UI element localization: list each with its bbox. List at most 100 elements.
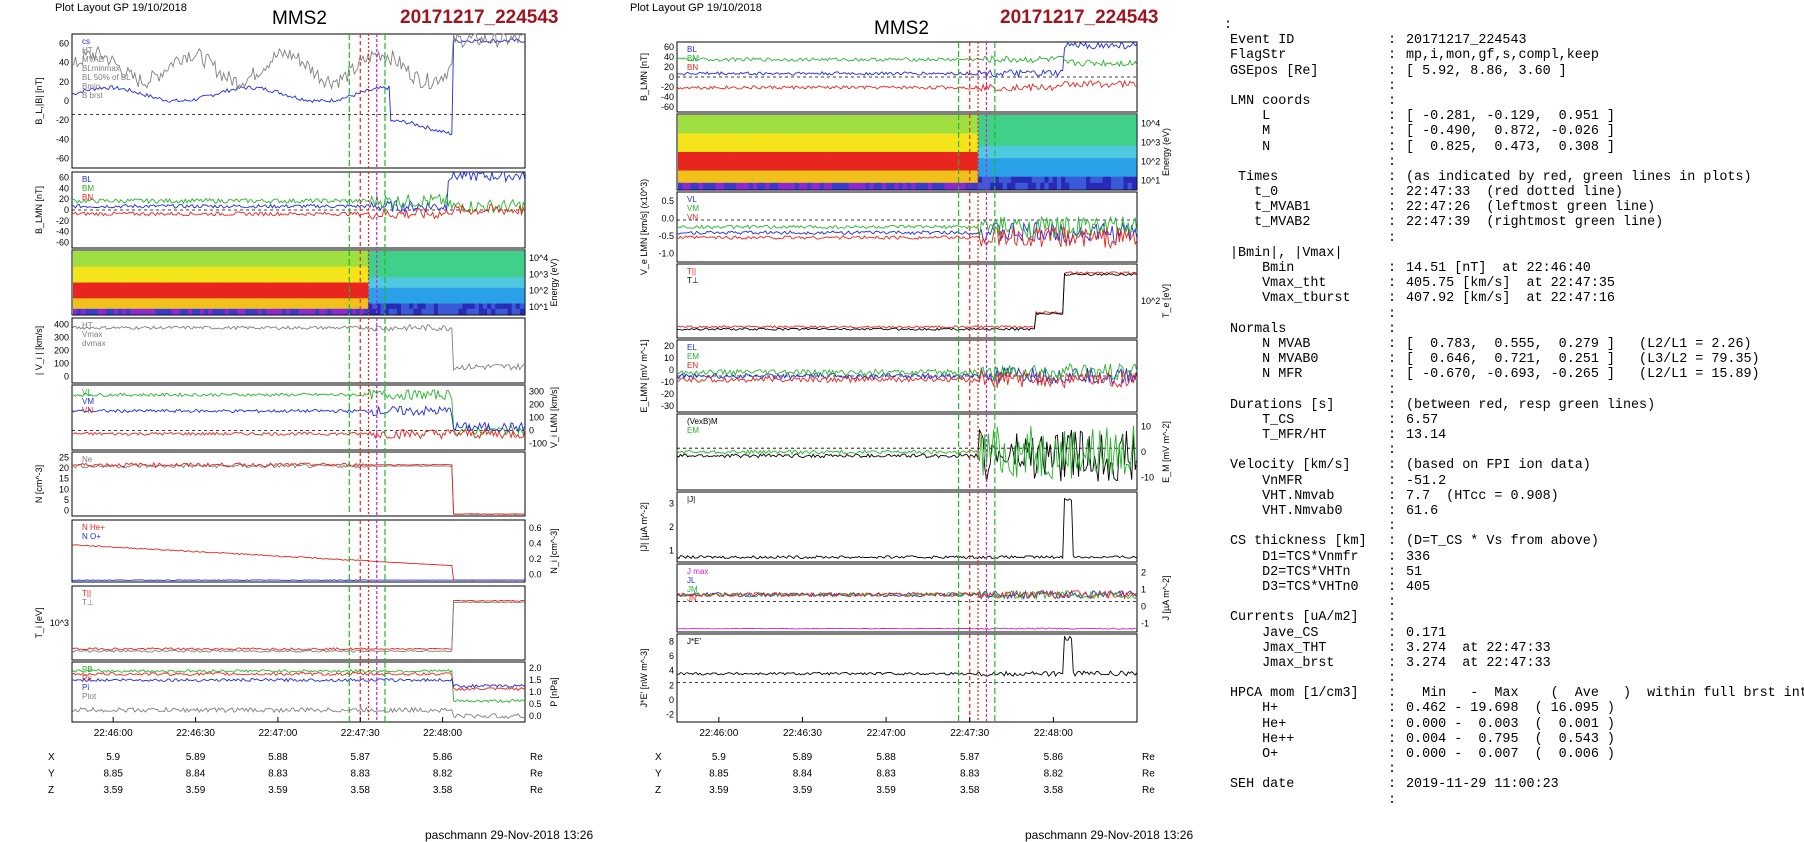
spectrogram-cell [852,133,858,141]
spectrogram-cell [241,287,246,294]
spectrogram-cell [748,176,754,184]
spectrogram-cell [719,170,725,178]
spectrogram-cell [470,293,476,299]
spectrogram-cell [1019,127,1025,135]
spectrogram-cell [1040,121,1045,128]
spectrogram-cell [253,308,259,315]
spectrogram-cell [376,298,382,305]
spectrogram-cell [146,251,152,257]
info-value: (between red, resp green lines) [1406,397,1656,413]
spectrogram-cell [711,164,717,172]
spectrogram-cell [253,293,259,299]
info-key: LMN coords [1230,93,1311,109]
middle-legend-entry: EN [687,361,698,370]
spectrogram-cell [122,261,127,268]
spectrogram-cell [163,266,168,273]
spectrogram-cell [732,158,737,165]
spectrogram-cell [773,121,779,128]
spectrogram-cell [269,298,275,305]
spectrogram-cell [1052,182,1058,190]
spectrogram-cell [1019,158,1025,165]
spectrogram-cell [1031,164,1037,172]
spectrogram-cell [852,115,858,122]
spectrogram-cell [1061,121,1066,128]
spectrogram-cell [840,127,846,135]
spectrogram-cell [698,158,704,165]
spectrogram-cell [519,282,525,289]
spectrogram-cell [948,115,954,122]
left-position-unit: Re [530,785,543,796]
spectrogram-cell [97,303,103,310]
spectrogram-cell [694,115,700,122]
spectrogram-cell [1044,170,1050,178]
spectrogram-cell [384,277,390,284]
spectrogram-cell [944,127,950,135]
spectrogram-cell [994,145,1000,153]
info-separator: : [1388,276,1397,292]
spectrogram-cell [425,256,431,263]
spectrogram-cell [998,121,1004,128]
spectrogram-cell [421,303,427,310]
spectrogram-cell [894,158,900,165]
spectrogram-cell [114,282,119,289]
left-legend-entry: Pi [82,683,89,692]
spectrogram-cell [761,158,767,165]
spectrogram-cell [682,145,687,153]
spectrogram-cell [85,282,90,289]
spectrogram-cell [339,303,345,310]
spectrogram-cell [1040,158,1045,165]
spectrogram-cell [1061,152,1066,159]
middle-legend-entry: BM [687,54,699,63]
spectrogram-cell [224,266,230,273]
spectrogram-cell [1036,170,1041,178]
spectrogram-cell [286,277,291,284]
info-line: N:[ 0.825, 0.473, 0.308 ] [1230,140,1804,155]
spectrogram-cell [310,282,316,289]
spectrogram-cell [286,272,291,278]
spectrogram-cell [360,282,365,289]
spectrogram-cell [179,308,185,315]
spectrogram-cell [167,272,172,278]
spectrogram-cell [364,293,369,299]
spectrogram-cell [932,158,937,165]
spectrogram-cell [118,298,123,305]
spectrogram-cell [865,127,871,135]
spectrogram-cell [294,287,300,294]
spectrogram-cell [351,256,357,263]
spectrogram-cell [1006,145,1012,153]
spectrogram-cell [150,277,156,284]
spectrogram-cell [89,256,95,263]
spectrogram-cell [977,170,983,178]
spectrogram-cell [77,261,82,268]
spectrogram-cell [105,282,111,289]
info-line: He+:0.000 - 0.003 ( 0.001 ) [1230,717,1804,732]
left-position-label: X [48,752,55,763]
spectrogram-cell [911,127,916,135]
spectrogram-cell [1036,145,1041,153]
spectrogram-cell [994,170,1000,178]
spectrogram-cell [462,256,468,263]
spectrogram-cell [253,251,259,257]
spectrogram-cell [782,145,787,153]
spectrogram-cell [499,293,505,299]
spectrogram-cell [919,152,925,159]
spectrogram-cell [986,115,991,122]
spectrogram-cell [507,251,513,257]
spectrogram-cell [491,287,496,294]
spectrogram-cell [265,282,271,289]
spectrogram-cell [852,121,858,128]
middle-y-axis-label: T_e [eV] [1161,284,1171,318]
spectrogram-cell [740,145,746,153]
spectrogram-cell [802,152,808,159]
spectrogram-cell [832,164,837,172]
info-value: 405 [1406,579,1431,595]
spectrogram-cell [1069,176,1075,184]
spectrogram-cell [351,251,357,257]
spectrogram-cell [212,298,218,305]
spectrogram-cell [944,170,950,178]
spectrogram-cell [208,261,213,268]
spectrogram-cell [331,256,336,263]
spectrogram-cell [421,282,427,289]
left-position-value: 5.87 [351,752,371,763]
spectrogram-cell [790,176,796,184]
